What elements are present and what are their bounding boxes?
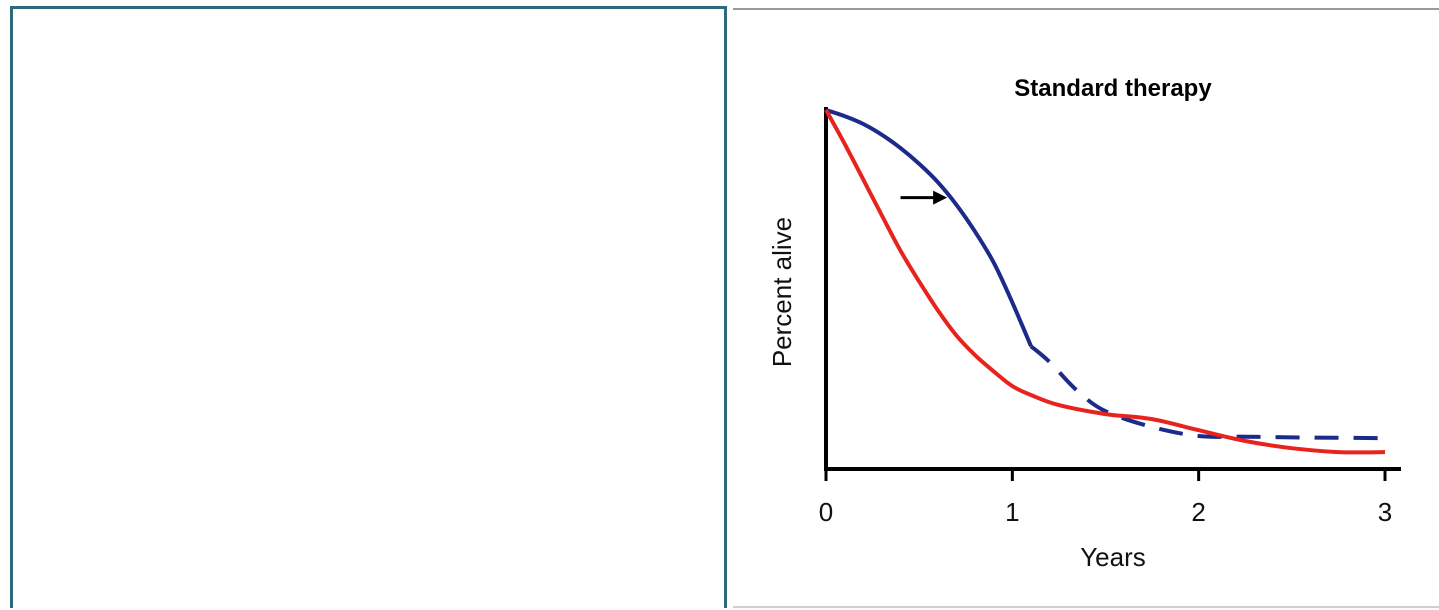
- x-axis-label: Years: [1080, 542, 1146, 572]
- survival-chart: Standard therapy Percent alive Years 0 1 2…: [767, 75, 1401, 572]
- x-tick-label-2: 2: [1191, 497, 1205, 527]
- x-tick-label-1: 1: [1005, 497, 1019, 527]
- series-line-red: [824, 109, 1386, 455]
- x-tick-label-0: 0: [819, 497, 833, 527]
- right-panel: Standard therapy Percent alive Years 0 1 2…: [733, 8, 1439, 608]
- y-axis-label: Percent alive: [767, 217, 797, 367]
- arrow-head-0: [933, 190, 948, 205]
- left-panel: [10, 6, 727, 608]
- series-line-blue-solid: [825, 108, 1033, 347]
- bottom-rule: [733, 606, 1439, 608]
- series-line-blue-dashed: [1029, 344, 1386, 441]
- x-tick-label-3: 3: [1378, 497, 1392, 527]
- chart-title: Standard therapy: [1014, 75, 1212, 102]
